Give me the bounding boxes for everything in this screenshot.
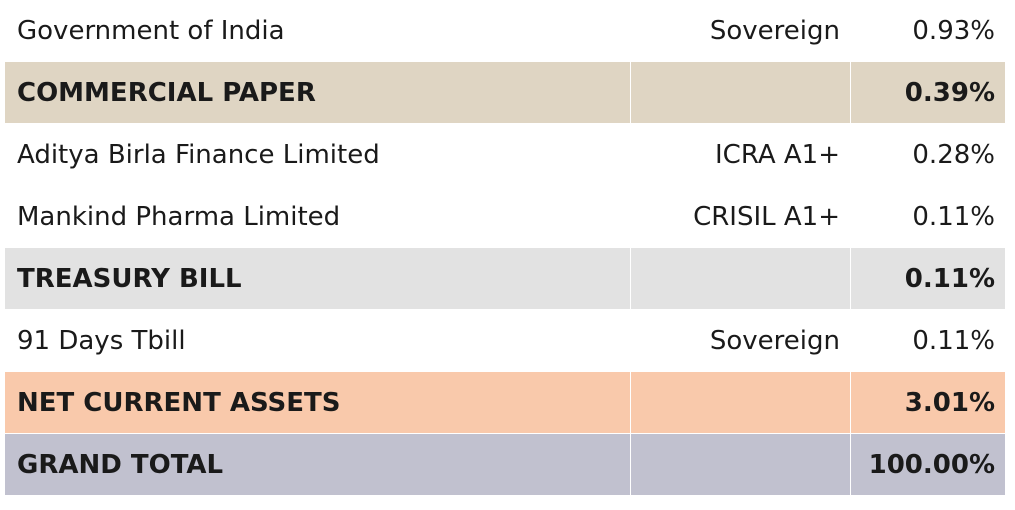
share-cell: 100.00% <box>850 433 1005 496</box>
rating-cell <box>630 371 851 434</box>
holding-row: Government of India Sovereign 0.93% <box>5 0 1005 62</box>
section-row: GRAND TOTAL 100.00% <box>5 433 1005 496</box>
rating-cell: ICRA A1+ <box>630 123 850 186</box>
rating-cell: CRISIL A1+ <box>630 185 850 248</box>
rating-cell: Sovereign <box>630 0 850 62</box>
name-cell: Mankind Pharma Limited <box>5 185 630 248</box>
name-cell: TREASURY BILL <box>5 247 631 310</box>
share-cell: 0.11% <box>850 309 1005 372</box>
holding-row: 91 Days Tbill Sovereign 0.11% <box>5 309 1005 372</box>
holding-row: Mankind Pharma Limited CRISIL A1+ 0.11% <box>5 185 1005 248</box>
share-cell: 0.93% <box>850 0 1005 62</box>
name-cell: GRAND TOTAL <box>5 433 631 496</box>
section-row: NET CURRENT ASSETS 3.01% <box>5 371 1005 434</box>
table-body: Government of India Sovereign 0.93% COMMERC… <box>5 0 1005 496</box>
name-cell: COMMERCIAL PAPER <box>5 61 631 124</box>
rating-cell <box>630 247 851 310</box>
name-cell: 91 Days Tbill <box>5 309 630 372</box>
section-row: TREASURY BILL 0.11% <box>5 247 1005 310</box>
holdings-table: Government of India Sovereign 0.93% COMMERC… <box>5 0 1005 496</box>
rating-cell: Sovereign <box>630 309 850 372</box>
name-cell: NET CURRENT ASSETS <box>5 371 631 434</box>
share-cell: 3.01% <box>850 371 1005 434</box>
name-cell: Aditya Birla Finance Limited <box>5 123 630 186</box>
section-row: COMMERCIAL PAPER 0.39% <box>5 61 1005 124</box>
rating-cell <box>630 61 851 124</box>
holding-row: Aditya Birla Finance Limited ICRA A1+ 0.28… <box>5 123 1005 186</box>
name-cell: Government of India <box>5 0 630 62</box>
share-cell: 0.11% <box>850 247 1005 310</box>
share-cell: 0.28% <box>850 123 1005 186</box>
share-cell: 0.11% <box>850 185 1005 248</box>
rating-cell <box>630 433 851 496</box>
share-cell: 0.39% <box>850 61 1005 124</box>
